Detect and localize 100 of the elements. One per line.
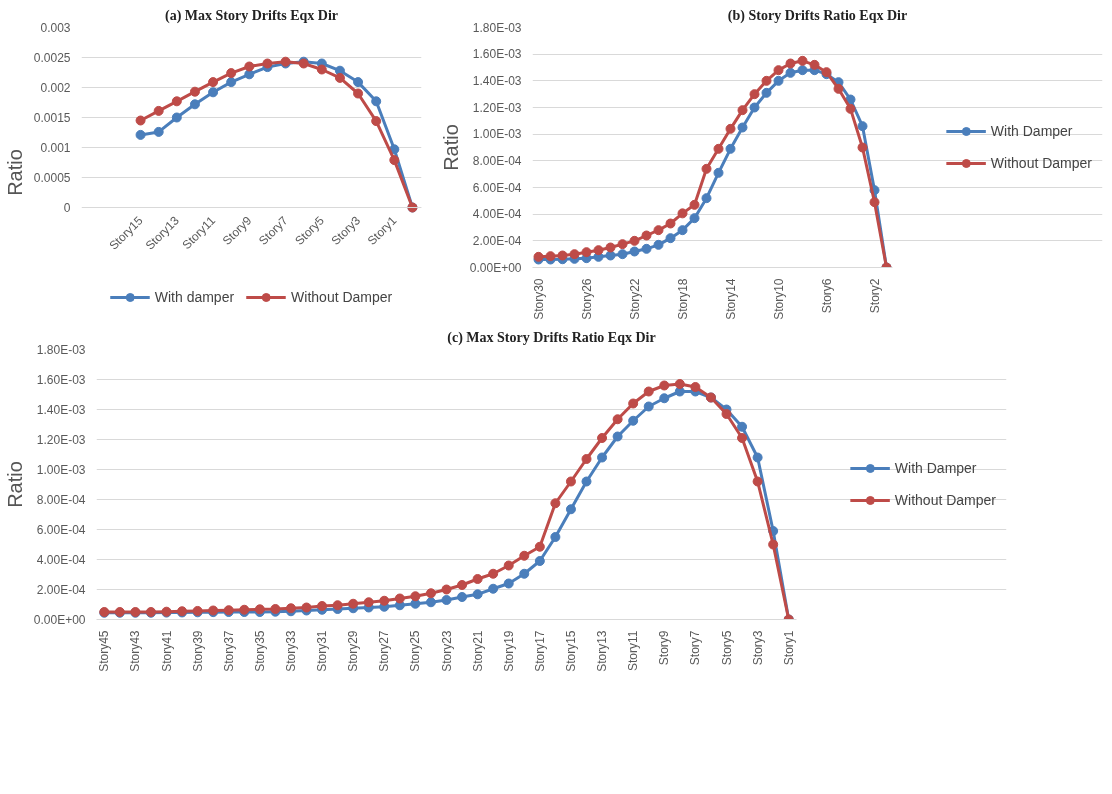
point	[581, 247, 592, 258]
chart-title: (a) Max Story Drifts Eqx Dir	[164, 7, 339, 24]
legend-label: Without Damper	[894, 492, 996, 508]
point	[677, 208, 688, 219]
y-tick-label: 1.40E-03	[36, 402, 86, 417]
y-tick-label: 1.60E-03	[472, 47, 522, 62]
point	[845, 103, 856, 114]
point	[677, 225, 688, 236]
y-tick-label: 0.003	[40, 21, 71, 35]
point	[208, 77, 219, 88]
point	[659, 393, 670, 404]
point	[665, 233, 676, 244]
x-tick-label: Story9	[657, 630, 672, 666]
point	[441, 584, 452, 595]
point	[857, 142, 868, 153]
x-tick-label: Story31	[315, 630, 330, 672]
x-tick-label: Story22	[627, 278, 642, 320]
y-tick-label: 0.001	[40, 141, 71, 155]
x-tick-label: Story33	[283, 630, 298, 672]
legend-label: Without Damper	[291, 289, 393, 305]
point	[701, 163, 712, 174]
point	[410, 591, 421, 602]
point	[701, 193, 712, 204]
point	[457, 592, 468, 602]
chart-title: (c) Max Story Drifts Ratio Eqx Dir	[447, 329, 656, 346]
point	[262, 58, 273, 69]
point	[659, 380, 670, 391]
point	[785, 58, 796, 69]
point	[597, 452, 608, 463]
point	[749, 89, 760, 100]
point	[605, 250, 616, 261]
point	[597, 433, 608, 443]
y-axis-title: Ratio	[439, 124, 462, 171]
point	[534, 556, 545, 566]
y-tick-label: 0.0015	[33, 111, 71, 125]
point	[689, 213, 700, 224]
point	[208, 87, 219, 98]
x-tick-label: Story2	[867, 278, 882, 314]
y-tick-label: 1.00E-03	[36, 462, 86, 477]
x-tick-label: Story5	[719, 630, 734, 666]
point	[425, 597, 436, 608]
y-tick-label: 2.00E-04	[472, 233, 522, 248]
point	[244, 61, 255, 72]
point	[457, 580, 468, 590]
point	[857, 121, 868, 132]
point	[749, 102, 760, 113]
x-tick-label: Story7	[688, 630, 703, 666]
y-tick-label: 0.002	[40, 81, 71, 95]
legend-label: With Damper	[990, 123, 1073, 139]
point	[605, 242, 616, 253]
point	[389, 155, 400, 166]
point	[653, 239, 664, 250]
x-tick-label: Story3	[750, 630, 765, 666]
point	[550, 532, 561, 542]
point	[171, 112, 182, 123]
point	[189, 86, 200, 97]
point	[317, 601, 328, 611]
point	[768, 539, 779, 550]
x-tick-label: Story14	[723, 278, 738, 320]
point	[725, 123, 736, 134]
point	[869, 197, 880, 208]
point	[773, 75, 784, 86]
x-tick-label: Story29	[346, 630, 361, 672]
point	[689, 199, 700, 210]
point	[519, 568, 530, 579]
x-tick-label: Story17	[532, 630, 547, 672]
point	[845, 94, 856, 105]
y-tick-label: 1.40E-03	[472, 73, 522, 88]
point	[752, 476, 763, 487]
x-tick-label: Story15	[563, 630, 578, 672]
point	[833, 83, 844, 94]
point	[641, 243, 652, 254]
point	[441, 595, 452, 605]
x-tick-label: Story6	[819, 278, 834, 314]
point	[674, 379, 685, 389]
point	[761, 75, 772, 86]
y-tick-label: 0.0005	[33, 171, 71, 185]
point	[690, 382, 701, 392]
y-axis-title: Ratio	[3, 149, 26, 196]
point	[425, 588, 436, 599]
point	[379, 595, 390, 606]
legend-label: With Damper	[894, 460, 977, 476]
point	[773, 65, 784, 76]
y-tick-label: 1.20E-03	[472, 100, 522, 115]
x-tick-label: Story18	[675, 278, 690, 320]
y-tick-label: 1.00E-03	[472, 127, 522, 142]
point	[316, 64, 327, 75]
y-tick-label: 0.00E+00	[33, 612, 86, 627]
point	[643, 401, 654, 412]
point	[665, 218, 676, 229]
x-tick-label: Story21	[470, 630, 485, 672]
x-tick-label: Story1	[781, 630, 796, 666]
point	[628, 415, 639, 426]
y-tick-label: 6.00E-04	[472, 180, 522, 195]
point	[334, 72, 345, 83]
point	[612, 414, 623, 425]
x-tick-label: Story45	[97, 630, 112, 672]
point	[519, 550, 530, 561]
y-tick-label: 2.00E-04	[36, 582, 86, 597]
point	[713, 143, 724, 154]
